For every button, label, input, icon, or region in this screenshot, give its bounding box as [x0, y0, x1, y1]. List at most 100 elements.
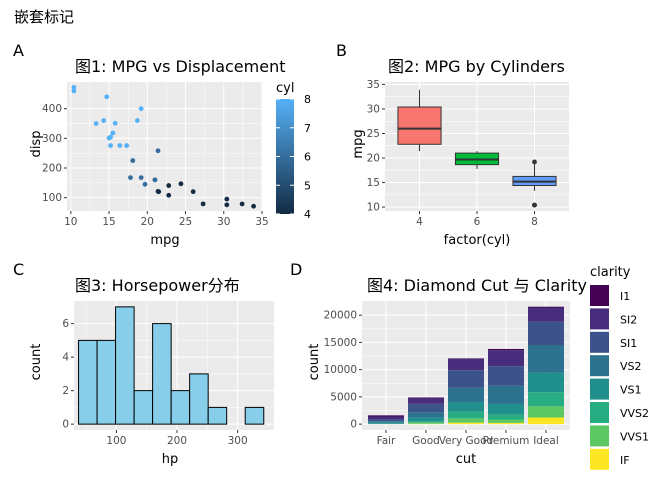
panel-d-legend-label: IF: [620, 454, 630, 467]
panel-a-point: [112, 120, 118, 126]
panel-d-legend-label: VVS1: [620, 430, 649, 443]
panel-d-bar-segment: [488, 403, 524, 415]
panel-b-x-tick-label: 4: [416, 216, 423, 228]
panel-d-tag: D: [290, 260, 302, 279]
panel-d-x-tick-label: Ideal: [533, 435, 559, 447]
panel-d-legend-swatch: [590, 285, 609, 306]
panel-c: C 图3: Horsepower分布 hp count 100 200 300 0 2 4…: [13, 260, 274, 467]
panel-d-x-tick-label: Very Good: [439, 435, 493, 447]
panel-d-legend-label: VS2: [620, 360, 642, 373]
panel-d-legend-label: SI2: [620, 313, 637, 326]
panel-a-point: [138, 175, 144, 181]
panel-a-point: [224, 196, 230, 202]
panel-c-tag: C: [13, 260, 24, 279]
panel-c-xlabel: hp: [162, 452, 179, 467]
panel-c-bar: [96, 339, 117, 425]
panel-b-tag: B: [336, 41, 347, 60]
panel-a-ylabel: disp: [29, 131, 44, 158]
panel-c-x-tick-label: 100: [106, 435, 126, 447]
panel-d-y-tick-label: 0: [350, 419, 357, 431]
panel-a-colorbar-label: 4: [304, 208, 311, 221]
panel-a-y-tick-label: 100: [42, 192, 62, 204]
panel-c-bar: [152, 323, 172, 425]
panel-d-y-tick-label: 5000: [330, 391, 357, 403]
panel-d-bar-segment: [448, 411, 484, 419]
panel-d-bar-segment: [488, 422, 524, 425]
panel-b-x-tick-label: 8: [531, 216, 538, 228]
panel-c-bar: [78, 339, 98, 425]
panel-c-ylabel: count: [29, 344, 44, 381]
panel-d-bar-segment: [488, 350, 524, 367]
panel-c-x-tick-label: 300: [228, 435, 248, 447]
panel-a-colorbar-label: 5: [304, 179, 311, 192]
panel-a-colorbar-label: 7: [304, 122, 311, 135]
panel-d-bar-segment: [528, 372, 564, 393]
panel-d-bar-segment: [528, 307, 564, 322]
panel-a-point: [108, 143, 113, 148]
panel-a-xlabel: mpg: [150, 233, 179, 248]
panel-a-y-tick-label: 200: [42, 163, 62, 175]
panel-a-point: [71, 88, 77, 94]
panel-d-bar-segment: [488, 366, 524, 386]
panel-d-legend-swatch: [590, 331, 609, 353]
panel-d-bar-segment: [408, 403, 444, 413]
panel-d-legend-label: I1: [620, 290, 630, 303]
panel-b: B 图2: MPG by Cylinders factor(cyl) mpg 4…: [336, 41, 569, 248]
panel-d-legend-label: VVS2: [620, 407, 649, 420]
panel-a-point: [134, 118, 140, 123]
panel-d-bar-segment: [528, 321, 564, 345]
panel-a-point: [128, 175, 133, 181]
panel-a-plot-background: [67, 82, 262, 211]
panel-a-point: [71, 84, 77, 90]
panel-d-y-tick-label: 15000: [324, 337, 357, 349]
panel-a-legend-title: cyl: [276, 81, 294, 96]
panel-b-y-tick-label: 15: [367, 177, 380, 189]
panel-b-y-tick-label: 30: [367, 103, 380, 115]
panel-b-box: [397, 106, 442, 145]
panel-c-y-tick-label: 0: [62, 419, 69, 431]
panel-a-colorbar: [276, 99, 294, 214]
panel-d-bar-segment: [408, 421, 444, 423]
panel-b-ylabel: mpg: [351, 129, 366, 158]
panel-a-point: [155, 148, 161, 154]
panel-a-point: [93, 121, 99, 126]
panel-d-legend-swatch: [590, 378, 609, 400]
panel-a-point: [130, 158, 136, 163]
panel-d-bar-segment: [528, 344, 564, 373]
panel-c-bar: [189, 373, 209, 425]
panel-a-point: [104, 94, 110, 100]
panel-d-x-tick-label: Good: [412, 435, 440, 447]
panel-d-y-tick-label: 10000: [324, 364, 357, 376]
panel-a-point: [155, 189, 161, 194]
panel-d-bar-segment: [408, 412, 444, 418]
panel-a: A 图1: MPG vs Displacement mpg disp cyl 1…: [13, 41, 311, 248]
panel-c-y-tick-label: 2: [62, 385, 69, 397]
panel-d-legend-label: SI1: [620, 337, 637, 350]
panel-d-legend-swatch: [590, 448, 609, 470]
panel-d-x-tick-label: Premium: [483, 435, 530, 447]
panel-b-x-tick-label: 6: [474, 216, 481, 228]
panel-b-title: 图2: MPG by Cylinders: [388, 57, 565, 76]
panel-d-x-tick-label: Fair: [377, 435, 396, 447]
panel-a-point: [142, 181, 148, 187]
panel-d-legend-swatch: [590, 355, 609, 377]
panel-d-bar-segment: [448, 370, 484, 388]
panel-d-bar-segment: [448, 422, 484, 425]
panel-d-title: 图4: Diamond Cut 与 Clarity: [367, 276, 587, 295]
panel-d: D 图4: Diamond Cut 与 Clarity cut count cl…: [290, 260, 649, 470]
panel-d-bar-segment: [408, 397, 444, 398]
panel-d-bar-segment: [408, 422, 444, 424]
panel-a-x-tick-label: 15: [102, 216, 115, 228]
panel-d-bar-segment: [528, 306, 564, 308]
panel-d-y-tick-label: 20000: [324, 310, 357, 322]
panel-a-point: [190, 189, 196, 195]
panel-d-bar-segment: [528, 406, 564, 418]
panel-a-point: [200, 201, 206, 207]
panel-a-x-tick-label: 20: [141, 216, 154, 228]
panel-a-title: 图1: MPG vs Displacement: [75, 57, 285, 76]
panel-a-point: [110, 130, 116, 136]
panel-c-bar: [115, 306, 135, 425]
panel-a-colorbar-label: 6: [304, 151, 311, 164]
panel-d-xlabel: cut: [456, 452, 476, 467]
